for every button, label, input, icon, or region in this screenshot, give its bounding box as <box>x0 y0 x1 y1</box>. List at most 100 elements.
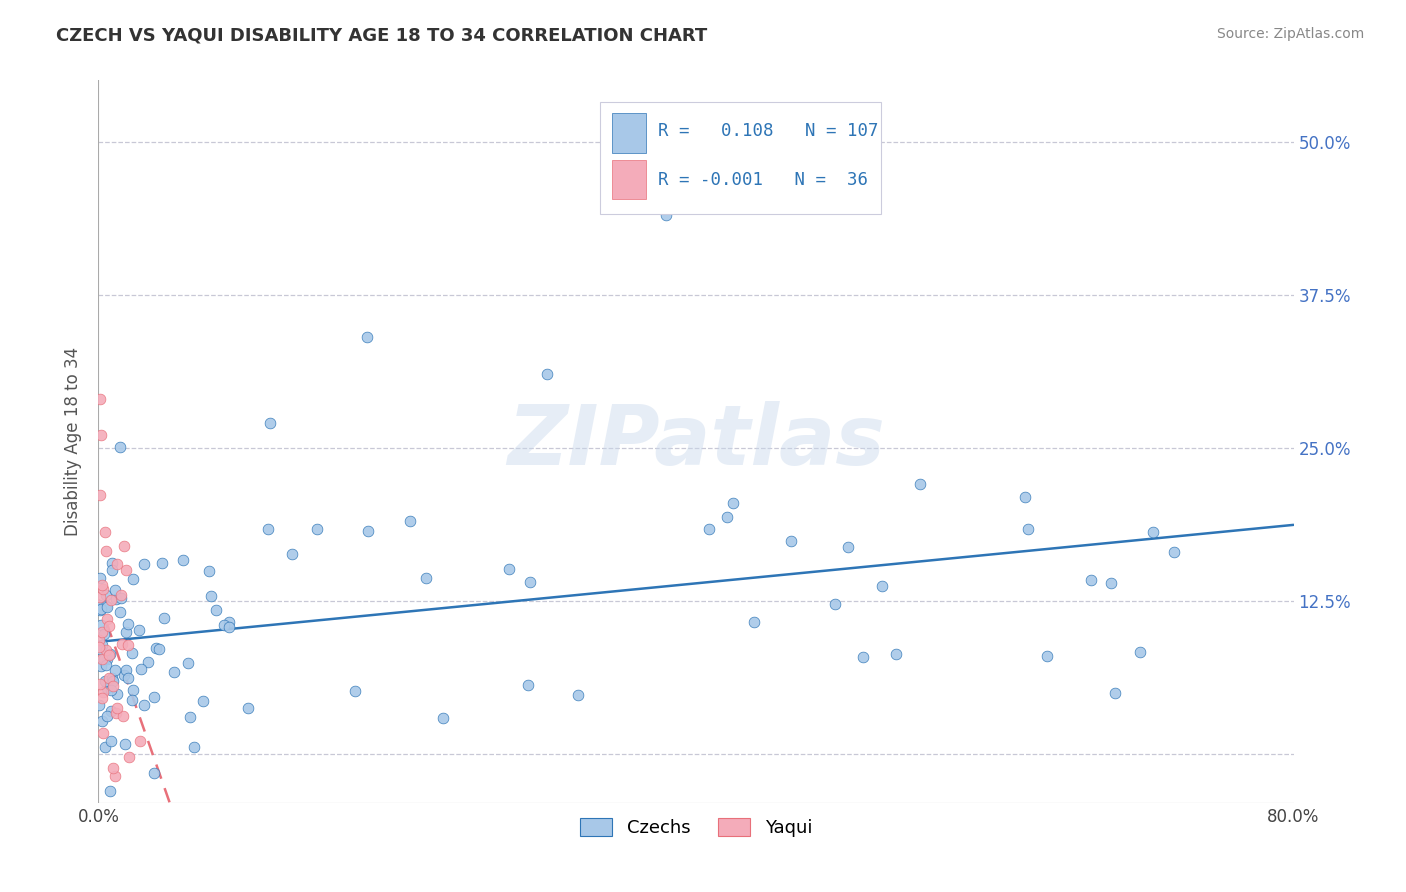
Point <box>1099 576 1122 591</box>
Point <box>96 681 118 695</box>
Text: ZIPatlas: ZIPatlas <box>508 401 884 482</box>
Point <box>114 737 136 751</box>
Point <box>101 671 124 685</box>
Point <box>90 659 112 673</box>
Point <box>89 598 111 612</box>
Point <box>104 769 127 783</box>
Legend: Czechs, Yaqui: Czechs, Yaqui <box>572 811 820 845</box>
Point <box>94 658 117 673</box>
Point <box>98 783 121 797</box>
Point <box>100 734 122 748</box>
Point <box>134 698 156 713</box>
Point <box>94 740 117 755</box>
Point <box>96 600 118 615</box>
Point <box>128 734 150 748</box>
Point <box>87 633 110 648</box>
Point <box>115 624 138 639</box>
Point <box>98 647 121 661</box>
Point <box>131 663 153 677</box>
Point <box>104 663 127 677</box>
Point <box>148 641 170 656</box>
FancyBboxPatch shape <box>600 102 882 214</box>
Point <box>112 668 135 682</box>
Point <box>105 557 128 571</box>
Point <box>742 615 765 629</box>
Point <box>121 573 143 587</box>
Point <box>90 714 112 728</box>
Point <box>121 693 143 707</box>
Point <box>218 615 240 629</box>
Point <box>399 514 422 528</box>
Point <box>121 646 143 660</box>
Point <box>96 652 118 666</box>
Point <box>837 540 859 554</box>
Point <box>143 765 166 780</box>
Point <box>90 428 112 442</box>
Point <box>344 684 367 698</box>
Point <box>110 591 132 605</box>
Point <box>87 698 110 712</box>
Point <box>104 706 127 721</box>
Point <box>134 557 156 571</box>
Point <box>536 367 558 381</box>
Point <box>1080 573 1102 587</box>
Point <box>179 710 201 724</box>
Point <box>780 533 803 548</box>
Point <box>870 579 893 593</box>
Point <box>94 588 117 602</box>
Point <box>498 562 520 576</box>
Point <box>105 701 128 715</box>
Point <box>96 708 118 723</box>
Point <box>89 603 111 617</box>
Point <box>117 671 139 685</box>
Point <box>198 564 221 578</box>
Y-axis label: Disability Age 18 to 34: Disability Age 18 to 34 <box>65 347 83 536</box>
Point <box>105 687 128 701</box>
Point <box>1142 524 1164 539</box>
Bar <box>613 112 645 153</box>
Point <box>91 638 114 652</box>
Point <box>89 590 111 604</box>
Bar <box>613 160 645 200</box>
Point <box>98 672 121 686</box>
Point <box>117 638 139 652</box>
Point <box>104 591 127 606</box>
Point <box>98 619 121 633</box>
Point <box>96 612 118 626</box>
Point <box>100 593 122 607</box>
Point <box>100 682 122 697</box>
Point <box>91 685 114 699</box>
Point <box>115 563 138 577</box>
Point <box>93 627 115 641</box>
Point <box>236 701 259 715</box>
Point <box>112 539 135 553</box>
Point <box>94 643 117 657</box>
Point <box>218 620 240 634</box>
Point <box>94 599 117 614</box>
Point <box>90 651 112 665</box>
Point <box>89 642 111 657</box>
Point <box>432 711 454 725</box>
Point <box>567 688 589 702</box>
Point <box>101 556 124 570</box>
Point <box>101 673 124 688</box>
Point <box>852 649 875 664</box>
Text: Source: ZipAtlas.com: Source: ZipAtlas.com <box>1216 27 1364 41</box>
Point <box>305 522 328 536</box>
Point <box>114 663 136 677</box>
Point <box>172 552 194 566</box>
Point <box>91 582 114 597</box>
Point <box>162 665 184 679</box>
Point <box>150 557 173 571</box>
Point <box>98 648 121 662</box>
Point <box>1104 686 1126 700</box>
Point <box>824 597 846 611</box>
Point <box>93 652 115 666</box>
Point <box>128 623 150 637</box>
Point <box>153 611 176 625</box>
Point <box>89 571 111 585</box>
Point <box>1163 545 1185 559</box>
Point <box>94 674 117 689</box>
Point <box>193 694 215 708</box>
Point <box>908 477 931 491</box>
